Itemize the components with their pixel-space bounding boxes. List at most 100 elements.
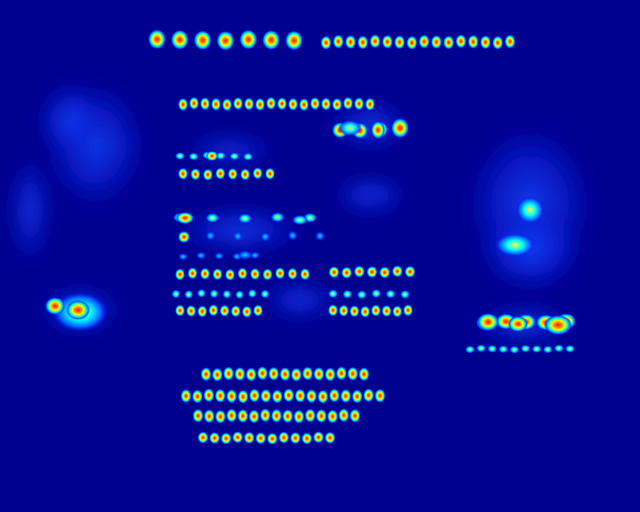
fixation-spot: [262, 30, 281, 50]
fixation-spot: [256, 366, 268, 381]
fixation-spot: [197, 305, 208, 318]
fixation-spot: [324, 431, 336, 444]
fixation-spot: [288, 97, 298, 111]
fixation-spot: [248, 409, 260, 424]
fixation-spot: [196, 251, 206, 260]
fixation-spot: [237, 409, 249, 423]
fixation-spot: [327, 409, 339, 424]
fixation-spot: [214, 409, 226, 424]
fixation-spot: [229, 152, 240, 161]
fixation-spot: [404, 265, 416, 278]
fixation-spot: [328, 304, 338, 317]
fixation-spot: [290, 367, 302, 382]
fixation-spot: [188, 152, 199, 161]
fixation-spot: [244, 97, 254, 111]
fixation-spot: [324, 367, 336, 382]
fixation-blob: [477, 313, 499, 331]
fixation-blob: [66, 300, 90, 320]
fixation-spot: [306, 389, 318, 404]
fixation-spot: [220, 432, 232, 445]
fixation-spot: [193, 30, 212, 51]
fixation-spot: [178, 252, 188, 261]
fixation-spot: [343, 96, 353, 110]
fixation-spot: [321, 97, 331, 111]
fixation-spot: [443, 35, 455, 50]
fixation-spot: [531, 345, 542, 353]
fixation-spot: [565, 344, 575, 353]
fixation-spot: [248, 388, 260, 403]
fixation-spot: [338, 408, 350, 423]
fixation-spot: [250, 268, 260, 280]
fixation-spot: [227, 168, 238, 180]
fixation-spot: [498, 345, 509, 354]
fixation-spot: [178, 97, 188, 111]
fixation-spot: [349, 408, 361, 423]
fixation-spot: [287, 267, 298, 280]
fixation-spot: [171, 289, 181, 299]
fixation-spot: [487, 344, 498, 353]
fixation-spot: [278, 431, 290, 444]
fixation-spot: [225, 268, 235, 281]
fixation-spot: [315, 409, 327, 423]
fixation-spot: [260, 389, 272, 403]
fixation-blob: [516, 196, 544, 224]
fixation-spot: [209, 432, 221, 444]
fixation-spot: [235, 290, 245, 300]
fixation-spot: [338, 304, 349, 317]
fixation-spot: [211, 97, 221, 111]
fixation-spot: [509, 345, 520, 354]
fixation-spot: [271, 408, 282, 423]
fixation-spot: [252, 167, 263, 180]
fixation-spot: [148, 29, 166, 50]
fixation-spot: [175, 152, 185, 160]
fixation-spot: [186, 305, 197, 317]
fixation-spot: [214, 252, 224, 260]
fixation-spot: [356, 290, 367, 300]
fixation-blob: [544, 315, 572, 335]
fixation-spot: [232, 431, 244, 444]
fixation-spot: [287, 230, 298, 241]
fixation-spot: [241, 305, 252, 318]
fixation-spot: [304, 408, 316, 423]
fixation-spot: [260, 289, 270, 299]
haze-area: [35, 80, 105, 160]
fixation-blob: [508, 316, 528, 332]
fixation-spot: [455, 34, 467, 49]
fixation-blob: [237, 250, 253, 260]
fixation-spot: [385, 289, 396, 299]
fixation-spot: [504, 34, 516, 49]
fixation-spot: [365, 97, 375, 111]
fixation-spot: [394, 35, 406, 50]
fixation-spot: [234, 367, 246, 381]
fixation-spot: [259, 408, 271, 423]
fixation-spot: [238, 213, 252, 224]
haze-area: [330, 175, 410, 215]
fixation-spot: [202, 168, 213, 181]
fixation-spot: [189, 96, 199, 110]
fixation-spot: [283, 388, 295, 403]
fixation-spot: [285, 30, 303, 51]
fixation-spot: [302, 366, 314, 381]
fixation-blob: [391, 118, 409, 138]
fixation-spot: [347, 366, 359, 381]
fixation-spot: [270, 212, 285, 223]
fixation-spot: [192, 408, 204, 423]
fixation-spot: [214, 388, 226, 403]
fixation-spot: [328, 289, 338, 299]
fixation-spot: [200, 367, 212, 382]
fixation-spot: [282, 409, 294, 424]
fixation-spot: [418, 34, 430, 49]
fixation-spot: [208, 304, 219, 317]
fixation-spot: [349, 305, 360, 318]
fixation-spot: [266, 432, 278, 445]
fixation-spot: [253, 304, 263, 317]
fixation-spot: [294, 388, 306, 403]
haze-area: [10, 150, 50, 270]
fixation-spot: [271, 389, 283, 404]
fixation-spot: [226, 408, 238, 423]
fixation-spot: [222, 289, 232, 299]
fixation-spot: [187, 267, 198, 280]
fixation-spot: [247, 289, 257, 299]
fixation-blob: [495, 233, 535, 257]
